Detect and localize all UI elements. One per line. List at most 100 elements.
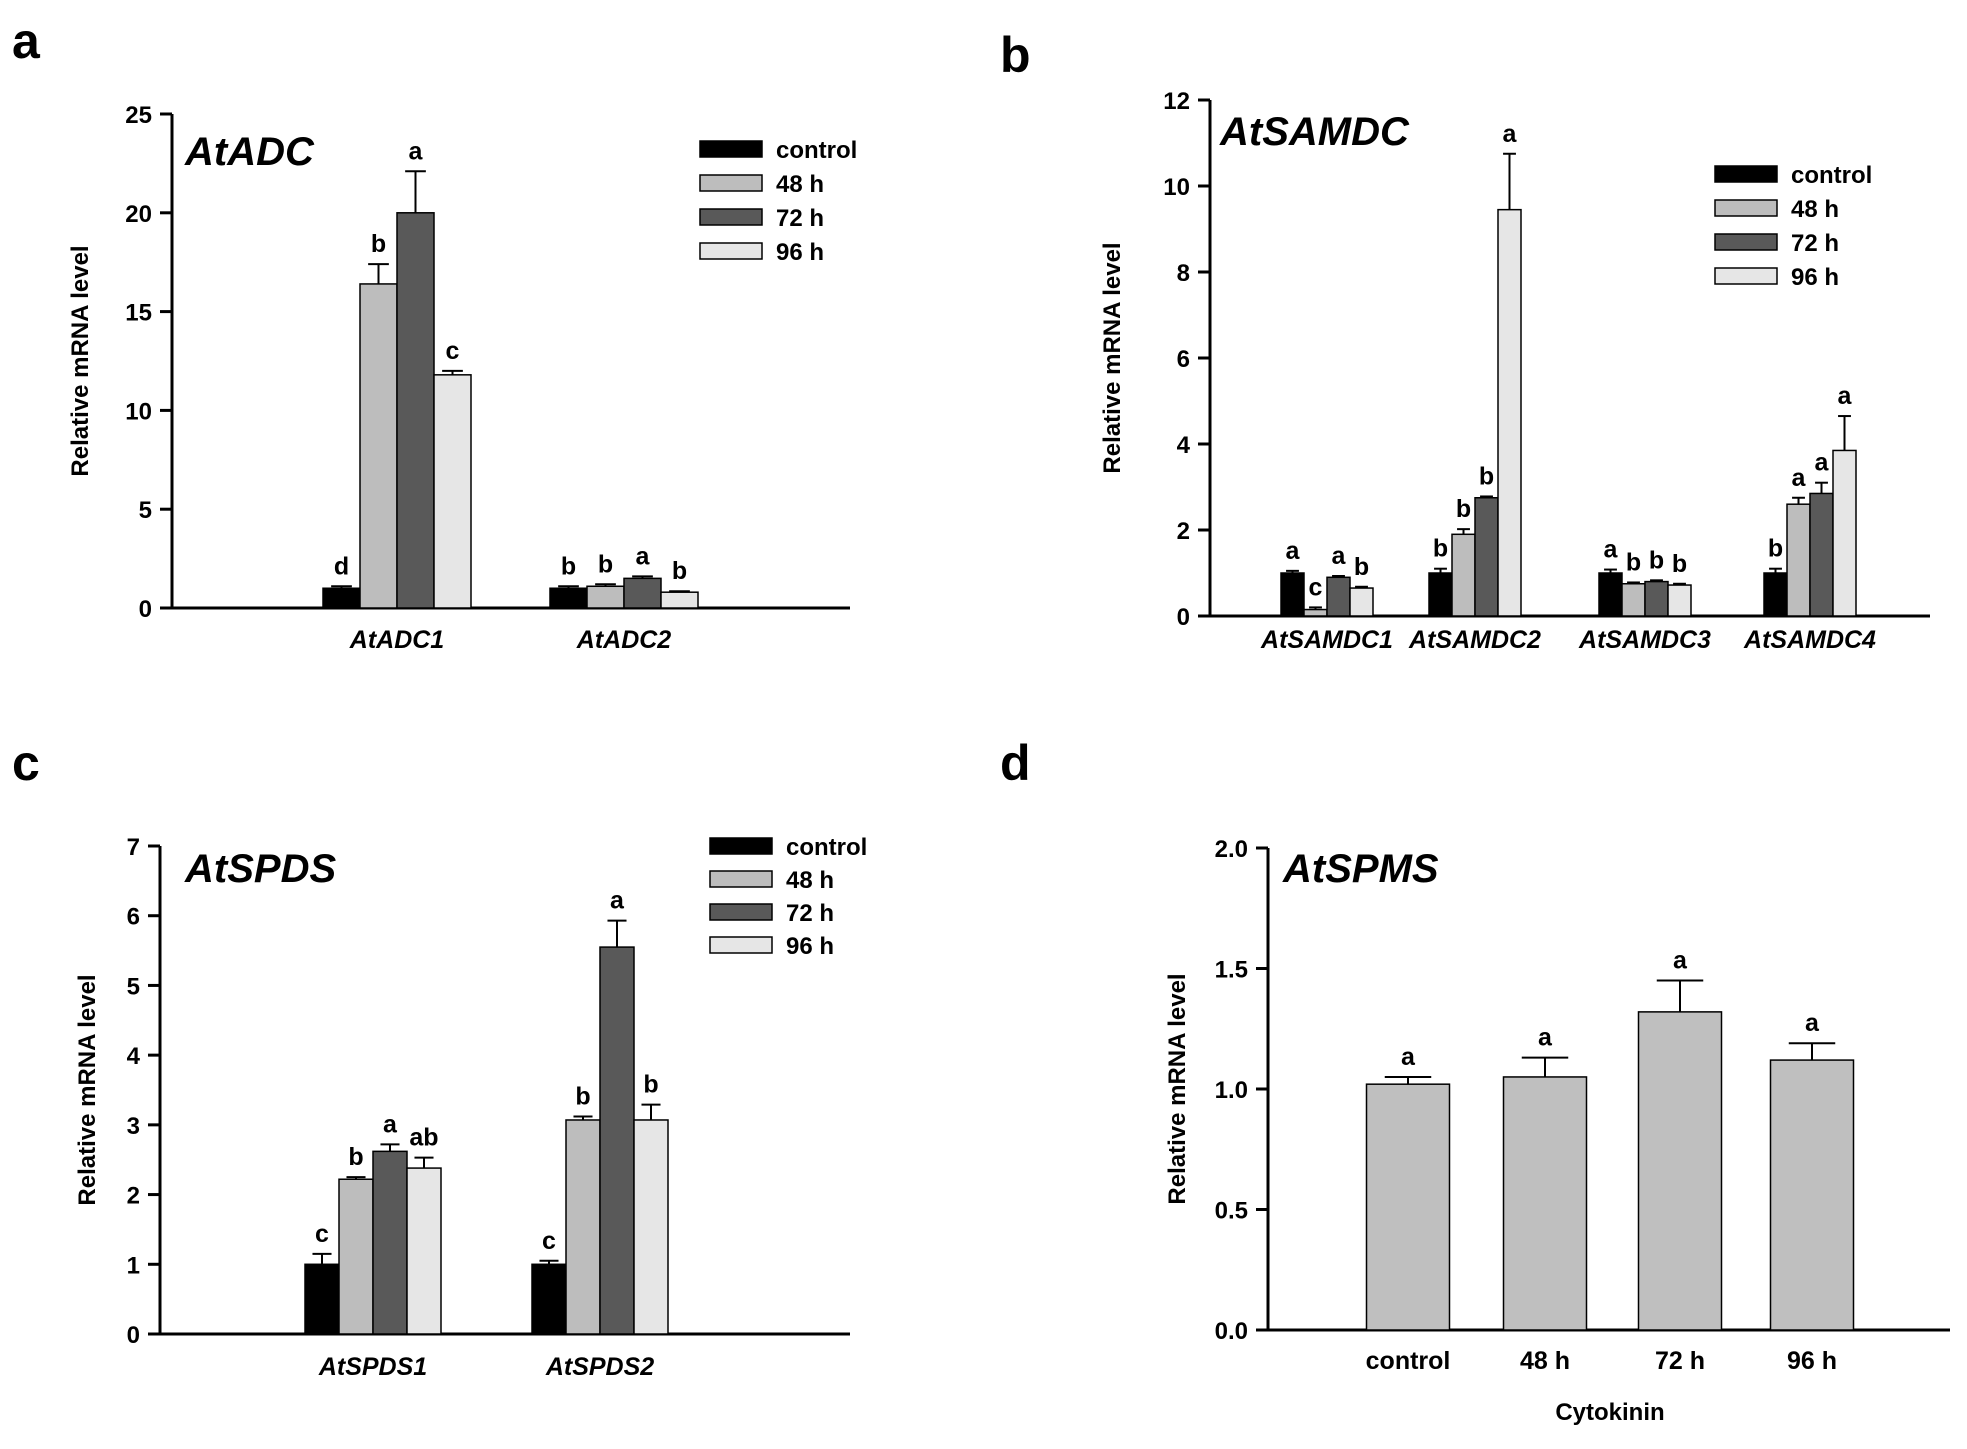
y-axis-title: Relative mRNA level: [1164, 973, 1191, 1204]
chart-title: AtSPMS: [1282, 847, 1439, 891]
bar: [433, 374, 472, 609]
bar: [549, 587, 588, 609]
bar: [565, 1119, 601, 1335]
bar: [1598, 572, 1623, 617]
bar: [372, 1150, 408, 1335]
significance-label: b: [371, 230, 386, 258]
significance-label: c: [446, 337, 460, 365]
bar: [1502, 1076, 1588, 1331]
category-label: AtADC1: [349, 626, 444, 654]
bar: [1809, 492, 1834, 617]
significance-label: c: [1309, 573, 1323, 601]
y-tick-label: 4: [1177, 432, 1191, 459]
significance-label: a: [383, 1110, 398, 1138]
x-axis-title: Cytokinin: [1555, 1399, 1664, 1426]
legend-label: 48 h: [776, 171, 824, 198]
significance-label: c: [542, 1227, 556, 1255]
category-label: AtADC2: [576, 626, 672, 654]
bar: [633, 1119, 669, 1335]
category-label: AtSAMDC3: [1578, 626, 1711, 654]
bar: [359, 283, 398, 609]
legend-label: control: [776, 137, 857, 164]
y-tick-label: 4: [127, 1043, 141, 1070]
category-label: 72 h: [1655, 1347, 1705, 1375]
significance-label: a: [610, 887, 625, 915]
legend-swatch: [709, 903, 773, 921]
bar: [1832, 449, 1857, 617]
legend-label: 72 h: [1791, 230, 1839, 257]
significance-label: b: [348, 1143, 363, 1171]
significance-label: ab: [409, 1124, 438, 1152]
y-tick-label: 7: [127, 834, 140, 861]
chart-title: AtSPDS: [184, 847, 336, 891]
legend-label: control: [786, 834, 867, 861]
legend-swatch: [709, 870, 773, 888]
bar: [304, 1263, 340, 1335]
y-tick-label: 0.0: [1215, 1318, 1248, 1345]
bar: [599, 946, 635, 1335]
panel-d: d 0.0 0.5 1.0 1.5 2.0 Relative mRNA level AtSPM…: [1000, 735, 1950, 1426]
significance-label: b: [575, 1082, 590, 1110]
significance-label: a: [1792, 464, 1807, 492]
bar: [660, 591, 699, 609]
bar: [1280, 572, 1305, 617]
bar: [1763, 572, 1788, 617]
legend-label: 96 h: [1791, 264, 1839, 291]
y-tick-label: 5: [139, 497, 152, 524]
significance-label: d: [334, 552, 349, 580]
bar: [1349, 587, 1374, 617]
legend-label: 96 h: [776, 239, 824, 266]
significance-label: b: [1433, 535, 1448, 563]
y-tick-label: 10: [1163, 174, 1190, 201]
significance-label: b: [672, 557, 687, 585]
significance-label: b: [561, 552, 576, 580]
legend-swatch: [1714, 233, 1778, 251]
bar: [1326, 576, 1351, 617]
legend-label: 72 h: [776, 205, 824, 232]
y-tick-label: 8: [1177, 260, 1190, 287]
bar: [1428, 572, 1453, 617]
legend-label: 48 h: [786, 867, 834, 894]
significance-label: b: [1354, 553, 1369, 581]
legend-swatch: [699, 174, 763, 192]
y-tick-label: 2: [127, 1183, 140, 1210]
legend-swatch: [709, 936, 773, 954]
y-tick-label: 12: [1163, 88, 1190, 115]
legend-swatch: [709, 837, 773, 855]
legend-label: 72 h: [786, 900, 834, 927]
y-tick-label: 10: [125, 398, 152, 425]
panel-letter-a: a: [12, 13, 41, 69]
bar: [623, 577, 662, 609]
significance-label: a: [1604, 536, 1619, 564]
bar: [1451, 533, 1476, 617]
bar: [586, 585, 625, 609]
y-tick-label: 0: [139, 596, 152, 623]
y-axis-title: Relative mRNA level: [1099, 242, 1126, 473]
significance-label: b: [1479, 462, 1494, 490]
category-label: AtSAMDC1: [1260, 626, 1393, 654]
panel-letter-b: b: [1000, 27, 1031, 83]
bar: [396, 212, 435, 609]
bar: [1786, 503, 1811, 617]
chart-title: AtADC: [184, 130, 315, 174]
y-tick-label: 6: [1177, 346, 1190, 373]
significance-label: b: [1649, 546, 1664, 574]
category-label: AtSAMDC2: [1408, 626, 1541, 654]
bar: [1637, 1011, 1723, 1331]
legend-label: 48 h: [1791, 196, 1839, 223]
panel-letter-d: d: [1000, 735, 1031, 791]
y-tick-label: 1.5: [1215, 957, 1248, 984]
significance-label: a: [1838, 382, 1853, 410]
y-tick-label: 1: [127, 1252, 140, 1279]
legend-swatch: [1714, 165, 1778, 183]
legend-label: control: [1791, 162, 1872, 189]
significance-label: b: [598, 550, 613, 578]
y-tick-label: 0: [1177, 604, 1190, 631]
significance-label: c: [315, 1220, 329, 1248]
legend-label: 96 h: [786, 933, 834, 960]
bar: [1365, 1083, 1451, 1331]
y-tick-label: 5: [127, 973, 140, 1000]
